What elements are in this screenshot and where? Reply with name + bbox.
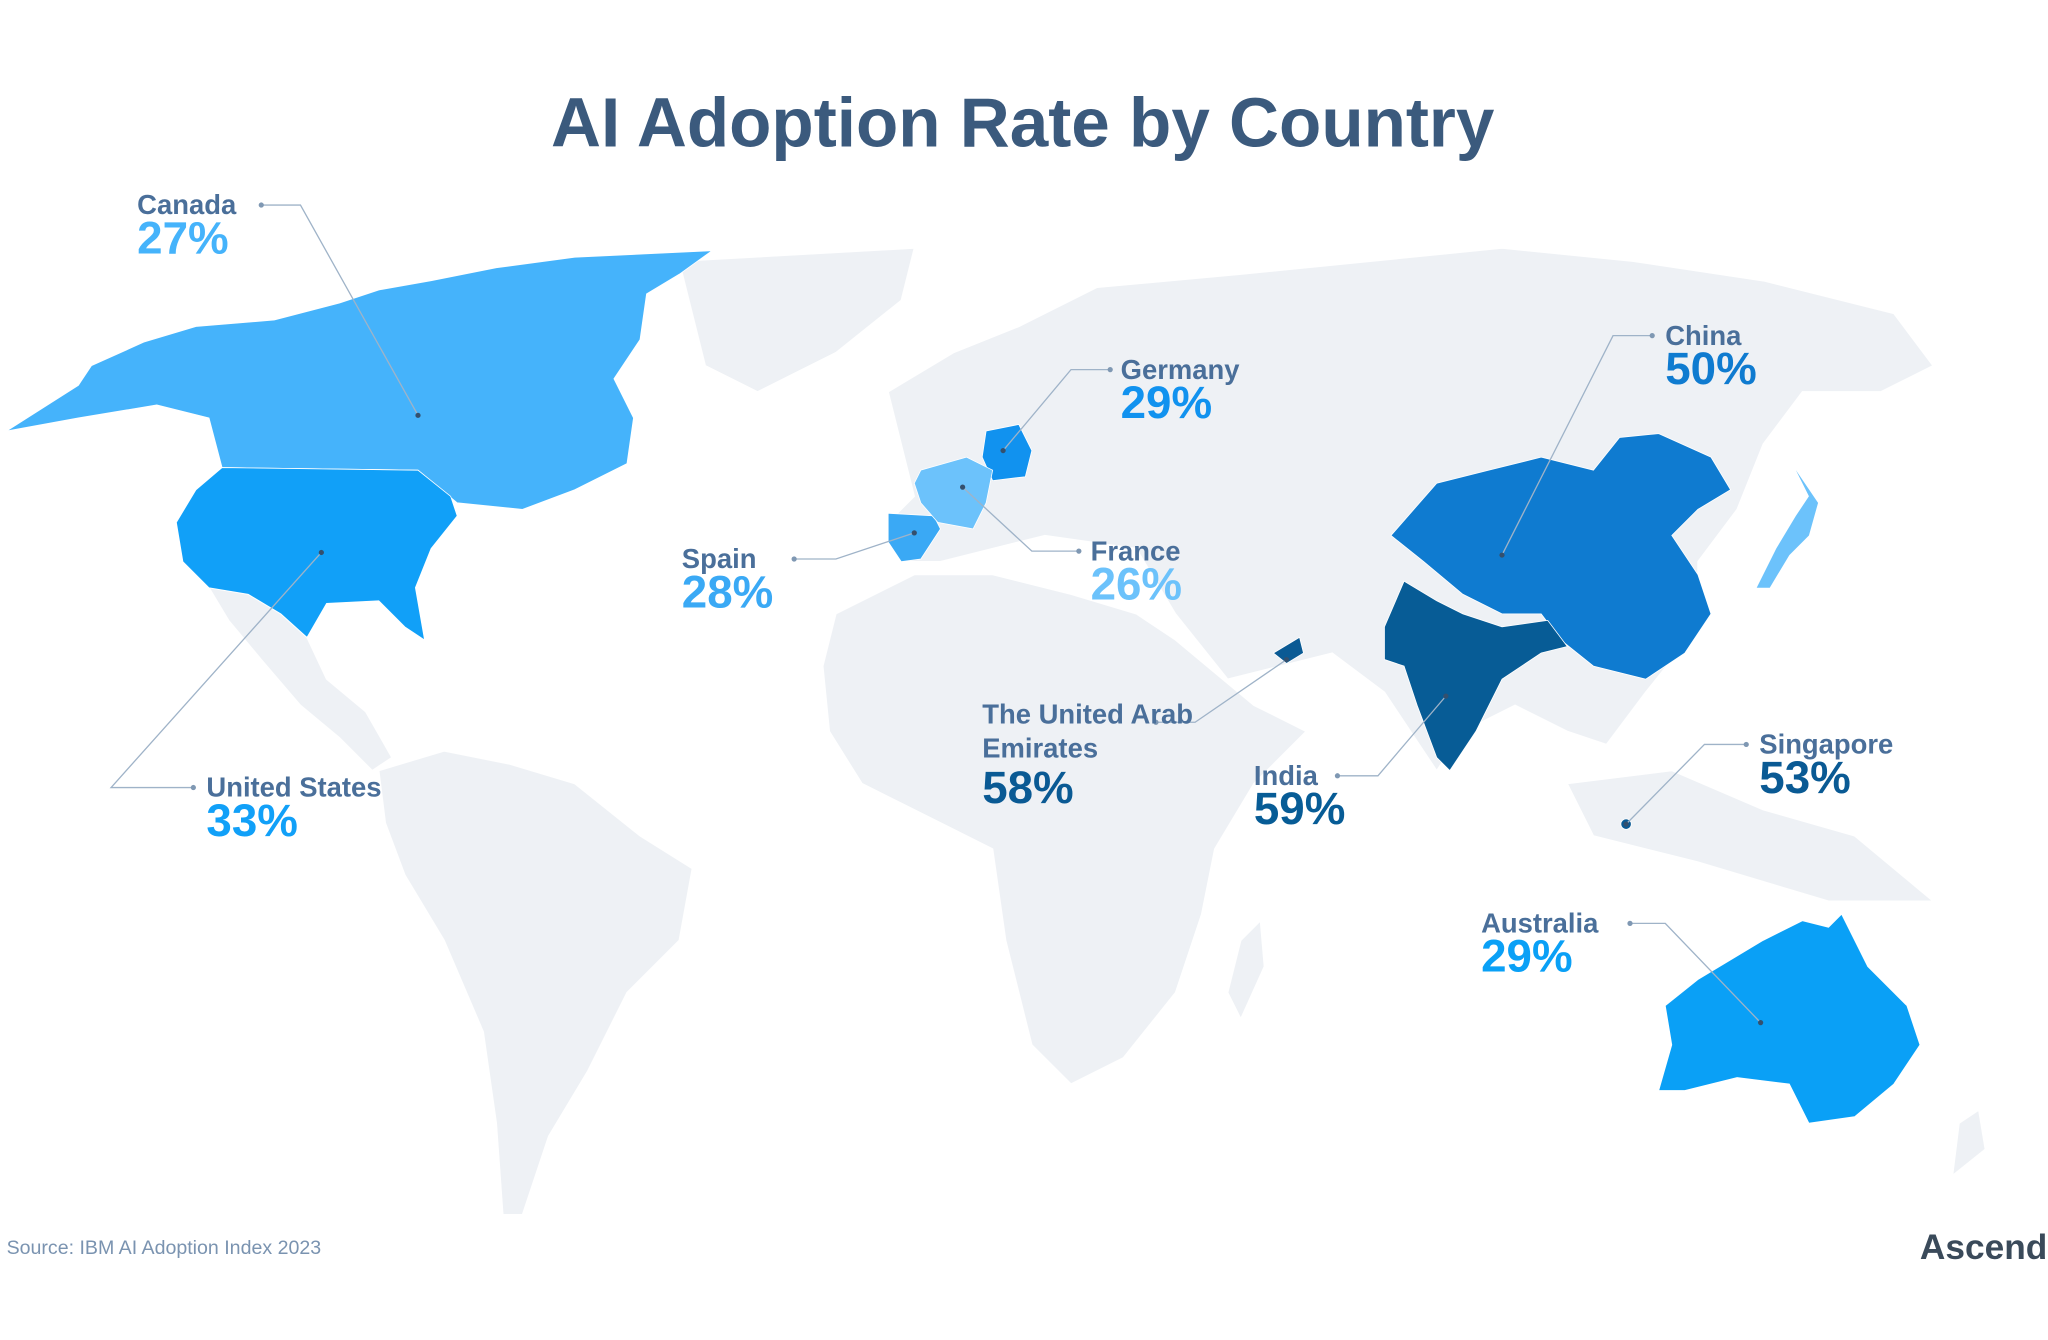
leader-line [109,552,322,789]
madagascar [1227,919,1265,1021]
country-name: France [1091,535,1181,566]
country-region [1390,433,1732,680]
value-label: 50% [1665,343,1756,394]
country-name-box: The United Arab Emirates [982,700,1194,765]
value-label: 58% [982,762,1073,813]
leader-line [1625,743,1747,825]
country-region [175,467,458,641]
leader-dot [1334,773,1341,779]
leader-dot [258,202,264,208]
leader-dot [1743,741,1749,748]
value-label: 33% [206,795,297,846]
leader-line [1630,922,1762,1024]
target-dot [1000,447,1006,454]
value-label: 53% [1759,752,1850,803]
target-dot [1757,1020,1764,1026]
leader-dot [791,556,797,562]
country-name: Germany [1121,354,1241,385]
country-name: United States [206,772,381,803]
value-label: 59% [1254,783,1345,834]
value-label: 29% [1121,377,1212,428]
country-name: Singapore [1759,729,1893,760]
leader-dot [1153,719,1159,725]
target-dot [1283,656,1290,663]
value-label: 27% [137,212,228,263]
southeast-asia-islands [1566,769,1935,902]
value-label: 29% [1481,931,1572,982]
leader-dot [1107,366,1113,373]
country-name: India [1254,760,1319,791]
leader-line [1155,659,1287,723]
country-name: Australia [1481,908,1599,939]
value-label: 26% [1091,558,1182,609]
south-america [378,750,693,1216]
country-region [913,456,994,530]
new-zealand [1951,1109,1986,1177]
leader-line [1002,368,1111,452]
leader-line [962,486,1079,552]
source: Source: IBM AI Adoption Index 2023 [7,1237,322,1259]
leader-dot [1649,333,1655,339]
target-dot [1623,821,1629,827]
country-name: Canada [137,189,237,220]
leader-dot [1076,548,1082,554]
target-dot [1443,693,1449,699]
japan [1756,470,1819,588]
country-name: China [1665,320,1742,351]
country-region [1658,913,1921,1124]
leader-line [1501,335,1653,556]
greenland [678,247,916,393]
leader-line [261,204,419,416]
leader-dot [190,784,196,791]
brand-logo: Ascendix [1920,1228,2048,1267]
leader-line [1337,695,1447,777]
country-region [981,424,1033,482]
country-region [1384,580,1568,772]
target-dot [318,549,324,556]
value-label: 28% [682,566,773,617]
target-dot [960,484,966,490]
target-dot [1499,552,1505,558]
country-region [1272,636,1304,664]
country-name: The United Arab Emirates [982,700,1194,765]
target-dot [911,530,917,536]
target-dot [415,412,421,418]
leader-line [794,532,915,560]
africa [822,574,1308,1085]
world-background [207,247,1986,1216]
chart-title: AI Adoption Rate by Country [551,83,1495,161]
leader-dot [1627,920,1633,926]
countries [6,250,1921,1124]
country-name: Spain [682,543,757,574]
